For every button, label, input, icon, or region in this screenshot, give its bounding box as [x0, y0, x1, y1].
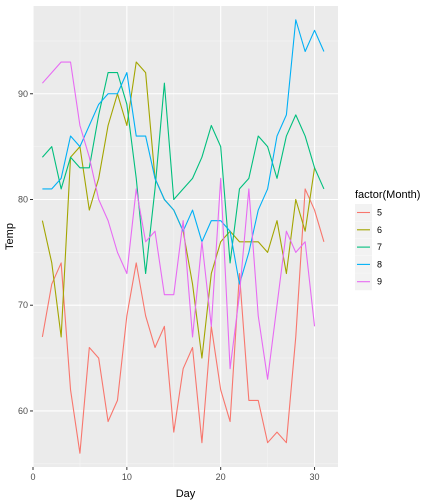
series-line-7 — [41, 72, 325, 275]
series-line-9 — [41, 61, 316, 380]
x-axis: 0 10 20 30 — [30, 467, 320, 482]
series-line-5 — [41, 188, 325, 454]
y-tick-label: 80 — [18, 194, 28, 204]
y-tick-label: 60 — [18, 406, 28, 416]
legend-label-9: 9 — [377, 277, 382, 287]
legend: factor(Month) 5 6 7 8 9 — [355, 189, 420, 291]
x-tick-label: 10 — [122, 472, 132, 482]
x-tick-label: 30 — [310, 472, 320, 482]
y-axis-title: Temp — [4, 223, 16, 250]
legend-label-8: 8 — [377, 259, 382, 269]
y-axis: 60 70 80 90 — [18, 89, 33, 416]
y-tick-label: 70 — [18, 300, 28, 310]
legend-label-5: 5 — [377, 208, 382, 218]
series-line-8 — [42, 19, 325, 285]
legend-label-7: 7 — [377, 242, 382, 252]
x-tick-label: 20 — [216, 472, 226, 482]
x-tick-label: 0 — [30, 472, 35, 482]
series-lines — [41, 19, 325, 454]
panel-background — [33, 6, 338, 467]
legend-label-6: 6 — [377, 225, 382, 235]
grid-major — [32, 6, 338, 467]
legend-title: factor(Month) — [355, 189, 420, 201]
x-axis-title: Day — [176, 488, 196, 500]
y-tick-label: 90 — [18, 89, 28, 99]
